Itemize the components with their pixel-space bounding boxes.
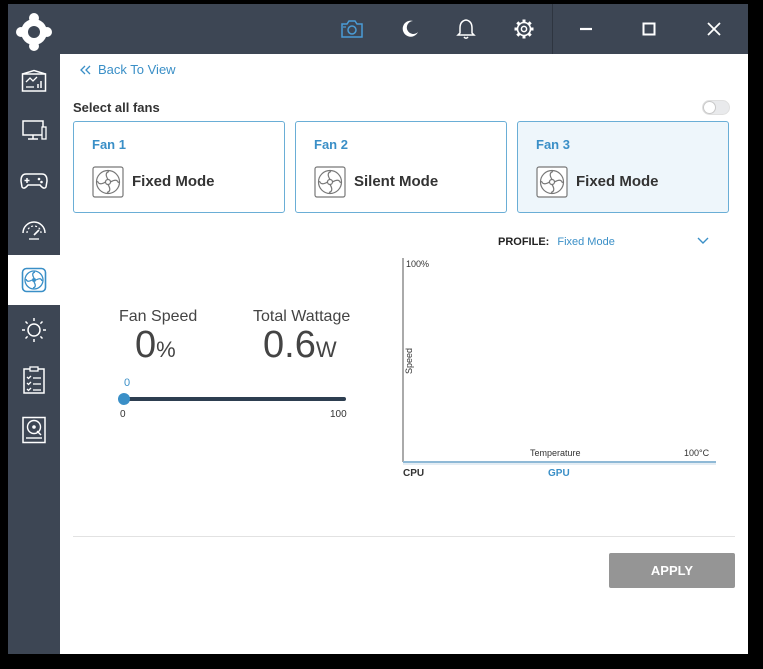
profile-selector[interactable]: PROFILE: Fixed Mode: [498, 236, 615, 248]
back-to-view-label: Back To View: [98, 62, 176, 77]
moon-icon: [402, 20, 418, 37]
dashboard-icon: [21, 69, 47, 92]
select-all-fans-label: Select all fans: [73, 100, 160, 115]
fan-card-3[interactable]: Fan 3 Fixed Mode: [517, 121, 729, 213]
sun-icon: [22, 318, 46, 342]
gpu-source-tab[interactable]: GPU: [548, 468, 570, 479]
fan-speed-slider[interactable]: [124, 397, 346, 401]
settings-button[interactable]: [496, 4, 552, 54]
fan-speed-label: Fan Speed: [119, 308, 198, 325]
gamepad-icon: [20, 173, 48, 189]
minimize-button[interactable]: [558, 4, 614, 54]
chart-y-axis-label: Speed: [404, 347, 415, 375]
chart-y-max-label: 100%: [406, 259, 430, 269]
gauge-icon: [22, 221, 46, 240]
apply-button[interactable]: APPLY: [609, 553, 735, 588]
app-logo-icon: [16, 13, 52, 51]
profile-label: PROFILE:: [498, 236, 550, 248]
section-divider: [73, 536, 735, 537]
title-bar-divider: [552, 4, 553, 54]
fan-mode: Fixed Mode: [132, 173, 215, 190]
fan-speed-number: 0: [135, 324, 157, 366]
hard-drive-icon: [22, 416, 46, 444]
toggle-knob: [703, 101, 716, 114]
fan-card-1[interactable]: Fan 1 Fixed Mode: [73, 121, 285, 213]
slider-thumb[interactable]: [118, 393, 130, 405]
minimize-icon: [580, 27, 592, 31]
fan-speed-unit: %: [156, 337, 176, 362]
select-all-toggle[interactable]: [702, 100, 730, 115]
app-window: Back To View Select all fans Fan 1 Fixed…: [8, 4, 748, 654]
fan-curve-chart[interactable]: 100% Speed Temperature 100°C CPU GPU: [402, 256, 718, 479]
sidebar-item-dashboard[interactable]: [8, 56, 60, 106]
fan-icon: [21, 267, 47, 293]
total-wattage-value: 0.6W: [263, 324, 337, 367]
fan-speed-value: 0%: [135, 324, 176, 367]
maximize-icon: [642, 22, 656, 36]
total-wattage-label: Total Wattage: [253, 308, 351, 325]
sidebar-item-fans[interactable]: [8, 255, 60, 305]
sidebar-item-lighting[interactable]: [8, 305, 60, 355]
total-wattage-number: 0.6: [263, 324, 316, 366]
fan-mode: Silent Mode: [354, 173, 439, 190]
close-button[interactable]: [686, 4, 742, 54]
chevron-down-icon[interactable]: [696, 236, 710, 246]
fan-mode: Fixed Mode: [576, 173, 659, 190]
sidebar-item-performance[interactable]: [8, 205, 60, 255]
chart-x-axis-label: Temperature: [530, 448, 581, 458]
sidebar-item-storage[interactable]: [8, 405, 60, 455]
checklist-icon: [23, 366, 45, 394]
chart-x-max-label: 100°C: [684, 448, 710, 458]
fan-icon: [92, 166, 124, 198]
monitor-icon: [22, 120, 47, 140]
title-bar: [60, 4, 748, 54]
bell-icon: [456, 19, 476, 39]
slider-max-label: 100: [330, 409, 347, 420]
fan-icon: [314, 166, 346, 198]
gear-icon: [514, 19, 534, 39]
fan-name: Fan 1: [92, 137, 126, 152]
maximize-button[interactable]: [621, 4, 677, 54]
camera-icon: [341, 20, 363, 38]
screenshot-button[interactable]: [324, 4, 380, 54]
sidebar: [8, 4, 60, 654]
slider-current-value: 0: [124, 377, 131, 389]
chart-axes: [402, 258, 716, 465]
notifications-button[interactable]: [438, 4, 494, 54]
fan-name: Fan 3: [536, 137, 570, 152]
sidebar-item-tasks[interactable]: [8, 355, 60, 405]
sidebar-item-monitor[interactable]: [8, 105, 60, 155]
total-wattage-unit: W: [315, 337, 337, 362]
fan-name: Fan 2: [314, 137, 348, 152]
double-chevron-left-icon: [80, 65, 91, 74]
dark-mode-button[interactable]: [382, 4, 438, 54]
profile-value: Fixed Mode: [557, 236, 615, 248]
back-to-view-link[interactable]: Back To View: [80, 62, 176, 77]
fan-icon: [536, 166, 568, 198]
fan-card-2[interactable]: Fan 2 Silent Mode: [295, 121, 507, 213]
close-icon: [707, 22, 721, 36]
slider-min-label: 0: [120, 409, 126, 420]
cpu-source-tab[interactable]: CPU: [403, 468, 425, 479]
sidebar-item-gaming[interactable]: [8, 155, 60, 205]
